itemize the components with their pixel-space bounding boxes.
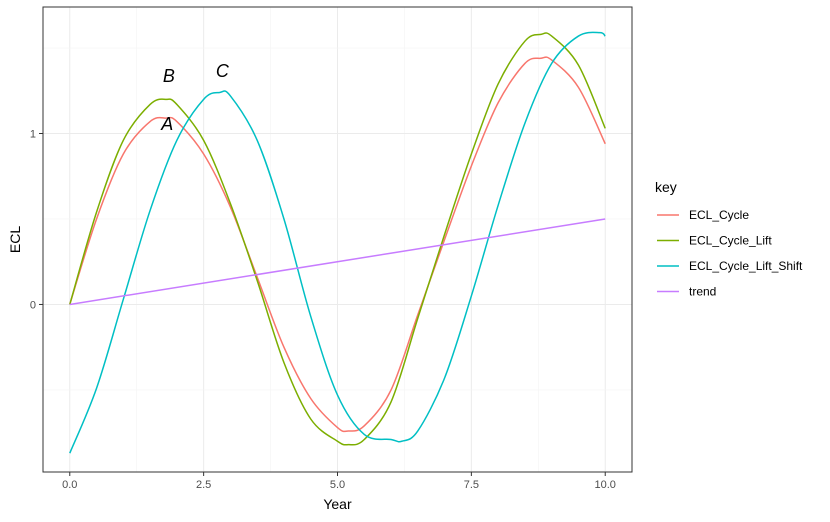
annotation-label-b: B	[163, 66, 175, 86]
legend-label-ecl-cycle-lift-shift: ECL_Cycle_Lift_Shift	[689, 259, 803, 273]
x-tick-label: 7.5	[464, 479, 479, 491]
legend-label-ecl-cycle-lift: ECL_Cycle_Lift	[689, 234, 772, 248]
legend-label-ecl-cycle: ECL_Cycle	[689, 208, 749, 222]
series-line-trend	[69, 218, 606, 306]
legend-title: key	[655, 179, 677, 195]
y-tick-label: 0	[30, 299, 36, 311]
legend: key ECL_Cycle ECL_Cycle_Lift ECL_Cycle_Lif…	[655, 179, 803, 299]
annotation-label-a: A	[160, 114, 173, 134]
series-line-ecl-cycle-lift-shift	[69, 31, 606, 454]
y-tick-label: 1	[30, 129, 36, 141]
grid-lines	[43, 7, 632, 472]
series-lines	[69, 31, 606, 454]
axis-ticks: 0.0 2.5 5.0 7.5 10.0 0 1	[30, 129, 616, 491]
x-tick-label: 0.0	[62, 479, 77, 491]
x-tick-label: 2.5	[196, 479, 211, 491]
x-tick-label: 10.0	[595, 479, 616, 491]
series-line-ecl-cycle	[69, 56, 606, 433]
y-axis-title: ECL	[7, 226, 23, 253]
series-line-ecl-cycle-lift	[69, 32, 606, 446]
x-tick-label: 5.0	[330, 479, 345, 491]
annotation-label-c: C	[216, 61, 230, 81]
x-axis-title: Year	[323, 496, 352, 512]
annotations: A B C	[160, 61, 230, 134]
legend-label-trend: trend	[689, 285, 716, 299]
